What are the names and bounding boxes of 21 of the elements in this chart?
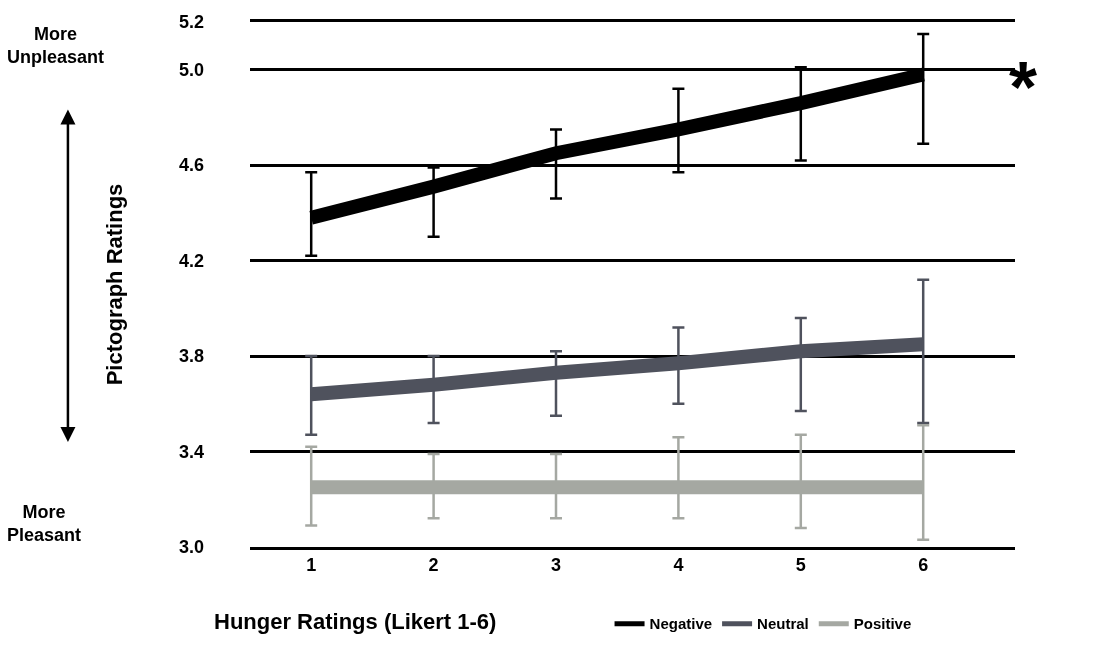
x-tick-label: 6: [918, 555, 929, 576]
y-tick-label: 4.6: [178, 155, 204, 176]
x-tick-label: 3: [550, 555, 562, 576]
y-tick-label: 3.4: [178, 441, 204, 462]
y-axis-title: Pictograph Ratings: [101, 183, 127, 386]
y-tick-label: 5.0: [178, 60, 204, 81]
annotation: *: [1009, 47, 1038, 127]
text: More Unpleasant: [7, 24, 105, 68]
x-tick-label: 4: [673, 555, 684, 576]
y-tick-label: 5.2: [178, 12, 204, 33]
y-tick-label: 3.8: [178, 346, 204, 367]
x-tick-label: 2: [428, 555, 439, 576]
x-tick-label: 5: [795, 555, 806, 576]
y-tick-label: 4.2: [178, 250, 204, 271]
x-axis-title: Hunger Ratings (Likert 1-6): [214, 609, 497, 634]
x-tick-label: 1: [306, 555, 317, 576]
text: More Pleasant: [7, 502, 82, 546]
legend-label: Negative: [649, 615, 713, 633]
legend-label: Positive: [853, 615, 912, 633]
legend-label: Neutral: [757, 615, 809, 633]
y-tick-label: 3.0: [178, 537, 204, 558]
